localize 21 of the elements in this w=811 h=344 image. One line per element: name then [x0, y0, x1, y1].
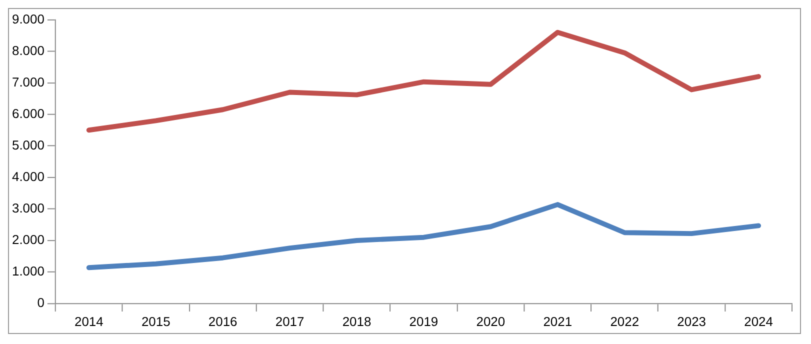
x-tick-label: 2020	[476, 314, 506, 329]
y-tick-label: 1.000	[12, 264, 44, 279]
x-tick-label: 2017	[275, 314, 304, 329]
y-tick-label: 8.000	[12, 42, 44, 58]
x-tick-label: 2014	[74, 314, 104, 329]
y-tick-label: 3.000	[12, 200, 44, 216]
x-tick-label: 2022	[610, 314, 640, 329]
x-tick-label: 2019	[409, 314, 438, 329]
y-tick-label: 4.000	[12, 169, 44, 184]
y-tick-label: 6.000	[12, 106, 44, 121]
x-tick-label: 2024	[744, 314, 773, 329]
y-tick-label: 5.000	[12, 137, 44, 152]
x-tick-label: 2018	[342, 314, 372, 329]
x-tick-label: 2016	[208, 314, 238, 329]
x-tick-label: 2015	[141, 314, 170, 329]
x-tick-label: 2023	[677, 314, 706, 329]
x-tick-label: 2021	[543, 314, 572, 329]
y-tick-label: 7.000	[12, 74, 44, 90]
y-tick-label: 9.000	[12, 11, 44, 26]
y-tick-label: 2.000	[12, 232, 44, 248]
y-tick-label: 0	[37, 295, 44, 310]
